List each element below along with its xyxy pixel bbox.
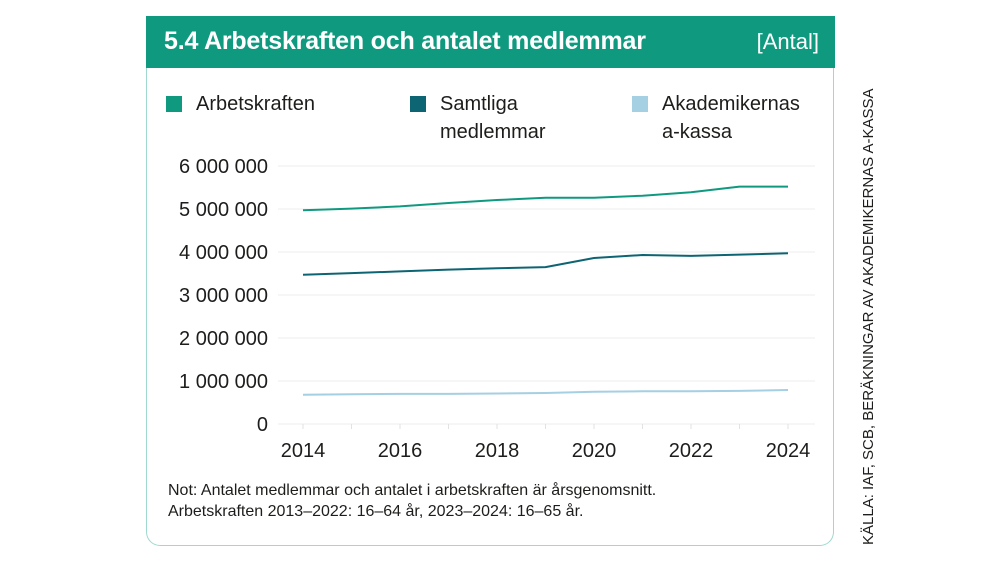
legend-swatch-akademikernas <box>632 96 648 112</box>
note-line-1: Not: Antalet medlemmar och antalet i arb… <box>168 482 657 499</box>
series-line-akademikernas-a-kassa <box>302 389 789 396</box>
source-credit: KÄLLA: IAF, SCB, BERÄKNINGAR AV AKADEMIK… <box>860 88 877 545</box>
chart-title: 5.4 Arbetskraften och antalet medlemmar <box>164 27 646 55</box>
legend-swatch-arbetskraften <box>166 96 182 112</box>
note-line-2: Arbetskraften 2013–2022: 16–64 år, 2023–… <box>168 503 584 520</box>
y-axis-ticks: 0 1 000 000 2 000 000 3 000 000 4 000 000 5 0… <box>179 156 268 436</box>
x-axis-ticks: 2014 2016 2018 2020 2022 2024 <box>281 424 811 462</box>
chart-card <box>146 16 834 546</box>
y-tick-label: 0 <box>257 414 268 436</box>
x-tick-label: 2022 <box>669 440 714 462</box>
y-tick-label: 3 000 000 <box>179 285 268 307</box>
series-line-samtliga-medlemmar <box>302 252 789 276</box>
chart-header: 5.4 Arbetskraften och antalet medlemmar … <box>146 16 835 68</box>
y-tick-label: 1 000 000 <box>179 371 268 393</box>
series-line-arbetskraften <box>302 185 788 212</box>
x-tick-label: 2020 <box>572 440 617 462</box>
legend-label: Samtliga medlemmar <box>440 93 546 143</box>
legend-label: Arbetskraften <box>196 93 315 115</box>
legend-label: Akademikernas a-kassa <box>662 93 800 143</box>
chart-note: Not: Antalet medlemmar och antalet i arb… <box>168 480 656 522</box>
x-tick-label: 2024 <box>766 440 811 462</box>
y-tick-label: 2 000 000 <box>179 328 268 350</box>
series-lines <box>302 185 789 396</box>
y-tick-label: 5 000 000 <box>179 199 268 221</box>
x-tick-label: 2018 <box>475 440 520 462</box>
x-tick-label: 2014 <box>281 440 326 462</box>
y-tick-label: 6 000 000 <box>179 156 268 178</box>
legend-swatch-samtliga <box>410 96 426 112</box>
y-tick-label: 4 000 000 <box>179 242 268 264</box>
legend-item-samtliga-medlemmar: Samtliga medlemmar <box>410 90 546 146</box>
legend-item-akademikernas-a-kassa: Akademikernas a-kassa <box>632 90 800 146</box>
chart-unit: [Antal] <box>756 29 819 54</box>
legend-item-arbetskraften: Arbetskraften <box>166 90 315 118</box>
x-tick-label: 2016 <box>378 440 423 462</box>
gridlines <box>278 165 815 425</box>
